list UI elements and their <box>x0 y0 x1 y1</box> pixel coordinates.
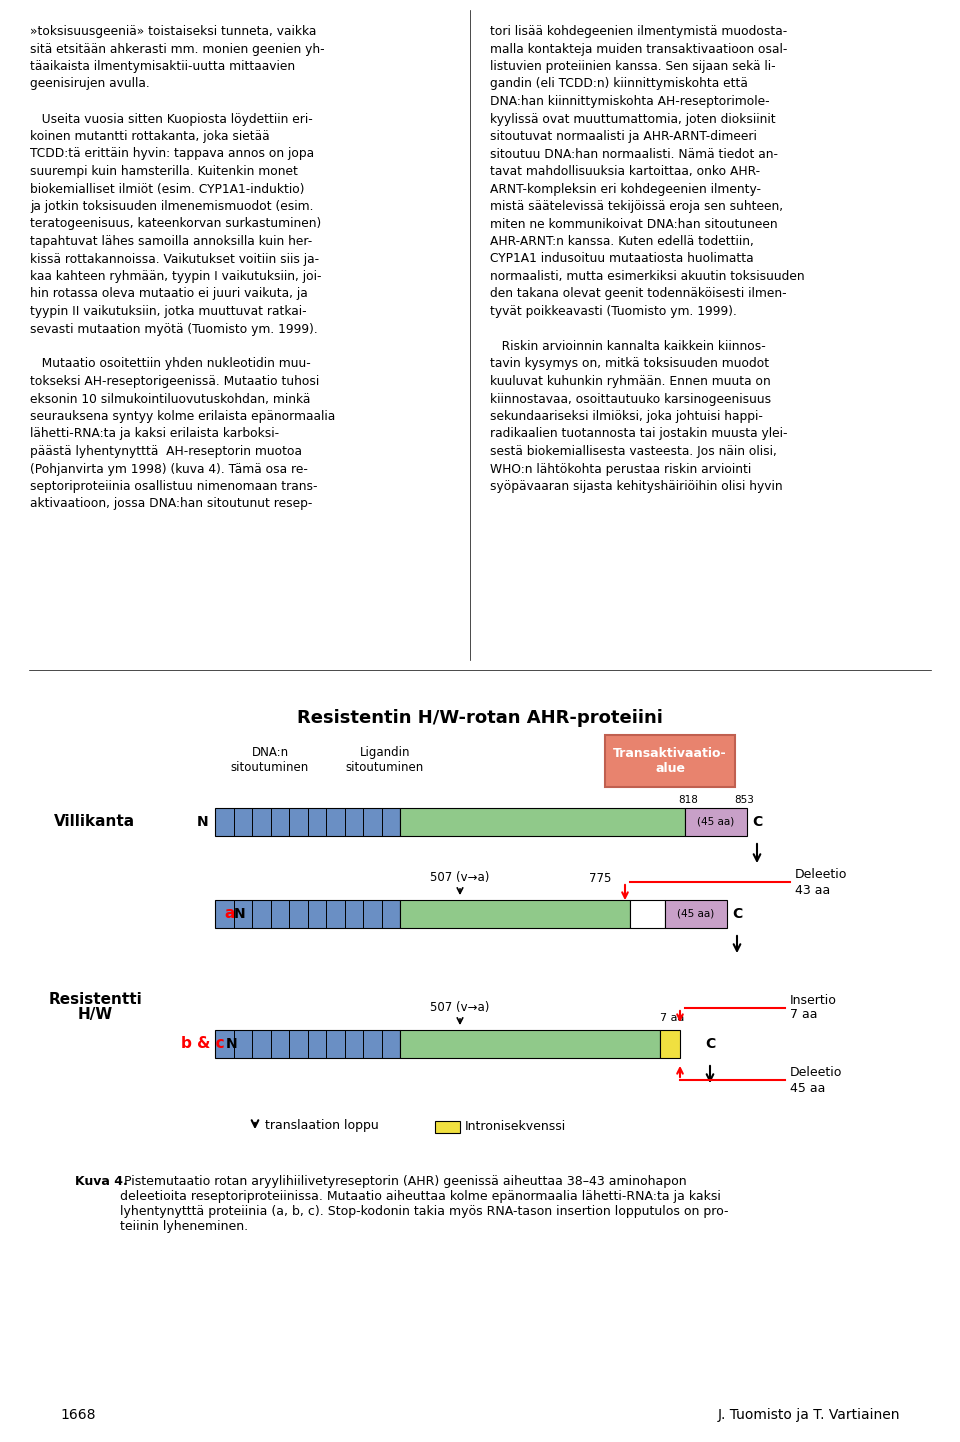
Text: 7 aa: 7 aa <box>660 1012 684 1022</box>
Text: a: a <box>225 907 235 921</box>
Text: Ligandin
sitoutuminen: Ligandin sitoutuminen <box>346 746 424 774</box>
Bar <box>630 900 665 929</box>
Text: 507 (v→a): 507 (v→a) <box>430 1002 490 1015</box>
Text: C: C <box>732 907 742 921</box>
FancyBboxPatch shape <box>605 735 735 787</box>
Bar <box>400 900 630 929</box>
Text: 45 aa: 45 aa <box>790 1082 826 1094</box>
Text: Insertio: Insertio <box>790 994 837 1007</box>
Bar <box>215 900 400 929</box>
Text: Resistentti: Resistentti <box>48 992 142 1008</box>
Bar <box>435 1120 460 1133</box>
Text: Deleetio: Deleetio <box>795 868 848 881</box>
Bar <box>400 1030 660 1058</box>
Text: J. Tuomisto ja T. Vartiainen: J. Tuomisto ja T. Vartiainen <box>717 1407 900 1422</box>
Text: 853: 853 <box>734 795 754 805</box>
Text: N: N <box>234 907 246 921</box>
Bar <box>400 808 685 836</box>
Text: Villikanta: Villikanta <box>54 815 135 829</box>
Text: 43 aa: 43 aa <box>795 884 830 897</box>
Bar <box>215 808 400 836</box>
Bar <box>215 1030 400 1058</box>
Text: Deleetio: Deleetio <box>790 1067 842 1080</box>
Text: DNA:n
sitoutuminen: DNA:n sitoutuminen <box>230 746 309 774</box>
Text: Kuva 4.: Kuva 4. <box>75 1175 128 1188</box>
Text: translaation loppu: translaation loppu <box>265 1119 379 1132</box>
Bar <box>665 900 727 929</box>
Text: Resistentin H/W-rotan AHR-proteiini: Resistentin H/W-rotan AHR-proteiini <box>297 709 663 727</box>
Bar <box>685 808 747 836</box>
Text: »toksisuusgeeniä» toistaiseksi tunneta, vaikka
sitä etsitään ahkerasti mm. monie: »toksisuusgeeniä» toistaiseksi tunneta, … <box>30 25 335 510</box>
Text: N: N <box>227 1037 238 1051</box>
Text: 7 aa: 7 aa <box>790 1008 818 1021</box>
Text: N: N <box>197 815 209 829</box>
Text: (45 aa): (45 aa) <box>678 908 714 919</box>
Text: Intronisekvenssi: Intronisekvenssi <box>465 1119 566 1132</box>
Bar <box>660 1030 680 1058</box>
Text: tori lisää kohdegeenien ilmentymistä muodosta-
malla kontakteja muiden transakti: tori lisää kohdegeenien ilmentymistä muo… <box>490 25 804 493</box>
Text: 775: 775 <box>588 871 612 884</box>
Text: Pistemutaatio rotan aryylihiilivetyreseptorin (AHR) geenissä aiheuttaa 38–43 ami: Pistemutaatio rotan aryylihiilivetyresep… <box>120 1175 729 1233</box>
Text: Transaktivaatio-
alue: Transaktivaatio- alue <box>613 747 727 774</box>
Text: C: C <box>705 1037 715 1051</box>
Text: C: C <box>752 815 762 829</box>
Text: 507 (v→a): 507 (v→a) <box>430 871 490 884</box>
Text: H/W: H/W <box>78 1008 112 1022</box>
Text: (45 aa): (45 aa) <box>697 818 734 828</box>
Text: 1668: 1668 <box>60 1407 95 1422</box>
Text: b & c: b & c <box>181 1037 225 1051</box>
Text: 818: 818 <box>678 795 698 805</box>
